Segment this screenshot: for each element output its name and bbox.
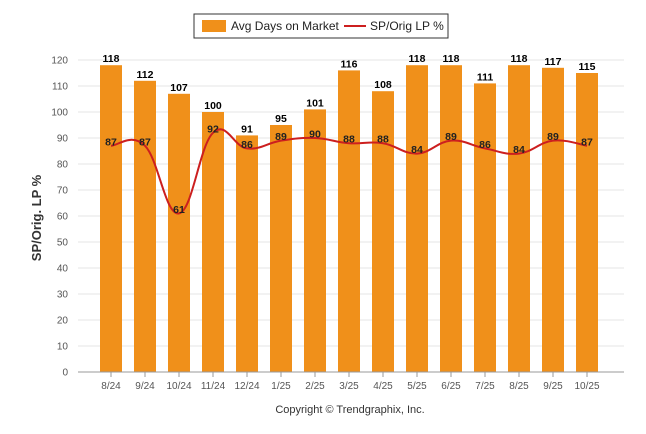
x-tick-label: 1/25 [271, 381, 291, 392]
x-tick-label: 10/25 [574, 381, 599, 392]
y-tick-label: 60 [57, 212, 69, 223]
line-series [110, 128, 588, 215]
x-axis: 8/24 9/24 10/24 11/24 12/24 1/25 2/25 3/25 4/25 5… [78, 371, 624, 392]
legend-swatch-bar [202, 20, 226, 32]
line-value-label: 88 [343, 134, 355, 146]
line-value-label: 89 [275, 131, 287, 143]
line-value-label: 87 [581, 136, 593, 148]
line-value-label: 86 [479, 139, 491, 151]
legend-label-line: SP/Orig LP % [370, 19, 444, 33]
line-sp-orig-lp [110, 128, 588, 215]
x-tick-label: 5/25 [407, 381, 427, 392]
x-tick-label: 12/24 [234, 381, 259, 392]
bar-value-label: 107 [170, 82, 188, 94]
y-tick-label: 110 [52, 82, 68, 93]
bar-value-label: 91 [241, 123, 253, 135]
line-value-label: 88 [377, 134, 389, 146]
bar-value-label: 118 [103, 53, 120, 65]
line-value-label: 84 [411, 144, 423, 156]
x-tick-label: 8/24 [101, 381, 121, 392]
bar-value-label: 101 [306, 97, 324, 109]
bar-value-label: 100 [204, 100, 222, 112]
x-tick-label: 9/25 [543, 381, 563, 392]
line-value-label: 92 [207, 123, 219, 135]
x-tick-label: 9/24 [135, 381, 155, 392]
bar-value-label: 112 [137, 69, 154, 81]
bar-value-label: 118 [443, 53, 460, 65]
x-tick-label: 11/24 [201, 381, 226, 392]
bar-value-label: 117 [545, 56, 562, 68]
y-tick-label: 40 [57, 264, 69, 275]
x-tick-label: 7/25 [475, 381, 495, 392]
y-tick-label: 0 [62, 368, 68, 379]
legend-box [193, 13, 449, 39]
y-tick-label: 70 [57, 186, 69, 197]
bar [440, 65, 462, 372]
x-tick-label: 2/25 [305, 381, 325, 392]
legend: Avg Days on Market SP/Orig LP % [193, 13, 449, 39]
bar [576, 73, 598, 372]
x-tick-label: 6/25 [441, 381, 461, 392]
bar [236, 135, 258, 372]
x-tick-label: 8/25 [509, 381, 529, 392]
bar-value-label: 118 [409, 53, 426, 65]
bar [338, 70, 360, 373]
bar-value-label: 115 [579, 61, 596, 73]
bar-value-label: 95 [275, 113, 287, 125]
line-value-label: 84 [513, 144, 525, 156]
bar-value-label: 116 [341, 58, 358, 70]
bars [100, 65, 598, 373]
bar [406, 65, 428, 372]
y-axis-title: SP/Orig. LP % [29, 174, 44, 261]
line-value-label: 90 [309, 129, 321, 141]
data-labels: 118 112 107 100 91 95 101 116 108 118 118 111 118 117… [103, 53, 596, 216]
bar [168, 93, 190, 373]
bar [270, 125, 292, 372]
line-value-label: 87 [139, 136, 151, 148]
bar [372, 91, 394, 372]
x-tick-label: 3/25 [339, 381, 359, 392]
bar-value-label: 111 [477, 71, 494, 83]
y-tick-label: 90 [57, 134, 69, 145]
y-tick-label: 100 [51, 108, 68, 119]
line-value-label: 89 [445, 131, 457, 143]
bar [508, 65, 530, 372]
line-value-label: 87 [105, 136, 117, 148]
x-tick-label: 10/24 [166, 381, 191, 392]
x-tick-label: 4/25 [373, 381, 393, 392]
bar [100, 65, 122, 372]
y-axis-ticks: 0 10 20 30 40 50 60 70 80 90 100 110 120 [51, 56, 68, 379]
line-value-label: 61 [173, 204, 185, 216]
legend-label-bar: Avg Days on Market [231, 19, 339, 33]
y-tick-label: 80 [57, 160, 69, 171]
bar [474, 83, 496, 373]
copyright-text: Copyright © Trendgraphix, Inc. [275, 404, 424, 416]
bar-value-label: 108 [374, 79, 392, 91]
bar-value-label: 118 [511, 53, 528, 65]
bar [304, 109, 326, 373]
y-tick-label: 50 [57, 238, 69, 249]
bar [134, 80, 156, 373]
line-value-label: 89 [547, 131, 559, 143]
y-tick-label: 10 [57, 342, 69, 353]
line-value-label: 86 [241, 139, 253, 151]
bar [202, 112, 224, 372]
y-tick-label: 20 [57, 316, 69, 327]
bar [542, 67, 564, 373]
y-tick-label: 30 [57, 290, 69, 301]
y-tick-label: 120 [51, 56, 68, 67]
